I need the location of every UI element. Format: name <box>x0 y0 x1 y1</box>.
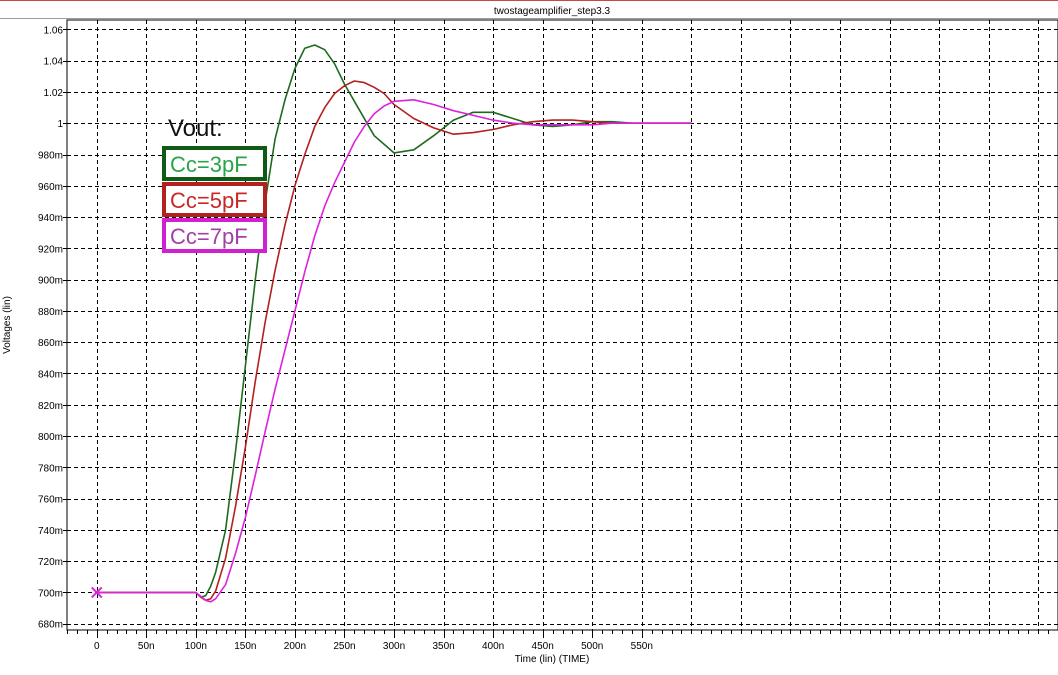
y-tick-label-10: 880m <box>38 307 63 318</box>
legend-title: Vout: <box>168 115 223 142</box>
series-lines <box>96 44 692 603</box>
y-tick-label-11: 900m <box>38 276 63 287</box>
y-tick-label-2: 720m <box>38 557 63 568</box>
x-tick-label-9: 450n <box>532 641 554 652</box>
legend-label-cc-3pf: Cc=3pF <box>170 152 248 177</box>
legend-label-cc-5pf: Cc=5pF <box>170 188 248 213</box>
x-tick-label-2: 100n <box>185 641 207 652</box>
x-tick-label-1: 50n <box>138 641 155 652</box>
x-tick-label-3: 150n <box>234 641 256 652</box>
x-tick-label-8: 400n <box>482 641 504 652</box>
y-tick-label-13: 940m <box>38 213 63 224</box>
series-line-cc-7pf <box>96 99 692 603</box>
y-tick-label-17: 1.02 <box>44 88 64 99</box>
plot-area-frame <box>66 19 1058 631</box>
y-tick-label-1: 700m <box>38 588 63 599</box>
grid <box>67 20 1058 630</box>
x-tick-label-5: 250n <box>333 641 355 652</box>
y-tick-label-7: 820m <box>38 401 63 412</box>
chart-title: twostageamplifier_step3.3 <box>494 6 611 17</box>
y-tick-label-14: 960m <box>38 182 63 193</box>
y-tick-label-18: 1.04 <box>44 57 64 68</box>
y-tick-label-5: 780m <box>38 463 63 474</box>
series-line-cc-5pf <box>96 80 692 602</box>
legend-box-cc-7pf <box>162 218 267 253</box>
y-tick-label-0: 680m <box>38 620 63 631</box>
x-tick-label-10: 500n <box>581 641 603 652</box>
legend-label-cc-7pf: Cc=7pF <box>170 224 248 249</box>
y-tick-label-12: 920m <box>38 244 63 255</box>
y-tick-label-8: 840m <box>38 369 63 380</box>
x-tick-label-11: 550n <box>631 641 653 652</box>
y-tick-label-19: 1.06 <box>44 25 64 36</box>
x-tick-label-4: 200n <box>284 641 306 652</box>
start-marker-icon <box>91 586 103 599</box>
y-tick-label-9: 860m <box>38 338 63 349</box>
y-tick-label-3: 740m <box>38 526 63 537</box>
legend-box-cc-5pf <box>162 182 267 217</box>
x-tick-labels: 0 50n 100n 150n 200n 250n 300n 350n 400n 450n 500n… <box>94 641 653 652</box>
y-tick-labels: 680m 700m 720m 740m 760m 780m 800m 820m 840m 860m… <box>38 25 67 631</box>
x-tick-label-0: 0 <box>94 641 100 652</box>
x-tick-label-7: 350n <box>432 641 454 652</box>
legend: Cc=3pF Cc=5pF Cc=7pF <box>162 146 267 253</box>
y-axis-label: Voltages (lin) <box>2 296 13 354</box>
y-tick-label-15: 980m <box>38 151 63 162</box>
x-tick-label-6: 300n <box>383 641 405 652</box>
y-tick-label-6: 800m <box>38 432 63 443</box>
x-axis-label: Time (lin) (TIME) <box>515 654 590 665</box>
legend-box-cc-3pf <box>162 146 267 181</box>
series-line-cc-3pf <box>96 44 692 599</box>
y-tick-label-16: 1 <box>57 119 63 130</box>
y-tick-label-4: 760m <box>38 495 63 506</box>
x-axis-minor-ticks <box>67 630 1049 638</box>
